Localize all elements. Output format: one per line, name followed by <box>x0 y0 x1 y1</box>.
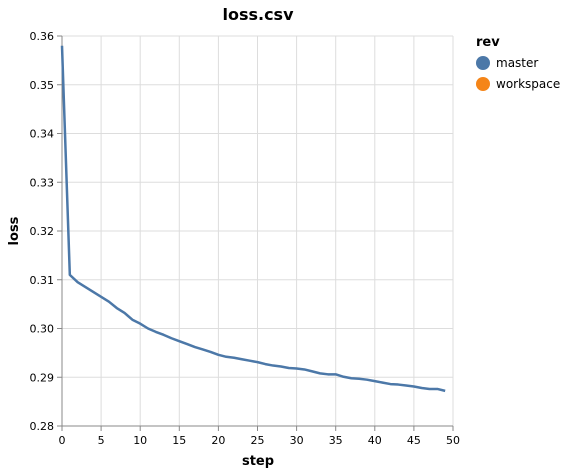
y-axis-title: loss <box>7 216 22 245</box>
y-tick-label: 0.35 <box>30 79 55 92</box>
series-line-master <box>60 45 446 393</box>
y-tick-label: 0.28 <box>30 420 55 433</box>
x-tick-label: 40 <box>368 434 382 447</box>
axes: 0.28 0.29 0.30 0.31 0.32 0.33 0.34 0.35 0.36 0 5 10… <box>30 30 461 447</box>
legend-label-workspace: workspace <box>496 77 560 91</box>
x-tick-label: 20 <box>211 434 225 447</box>
legend-title: rev <box>476 35 500 50</box>
series-layer <box>60 45 446 393</box>
legend: rev master workspace <box>476 35 560 91</box>
y-tick-label: 0.30 <box>30 323 55 336</box>
legend-swatch-master <box>476 56 490 70</box>
y-tick-label: 0.34 <box>30 128 55 141</box>
grid <box>61 35 454 427</box>
x-tick-label: 5 <box>98 434 105 447</box>
x-tick-label: 10 <box>133 434 147 447</box>
x-tick-label: 0 <box>59 434 66 447</box>
y-tick-label: 0.31 <box>30 274 55 287</box>
x-tick-label: 45 <box>407 434 421 447</box>
x-tick-label: 15 <box>172 434 186 447</box>
y-tick-label: 0.29 <box>30 371 55 384</box>
legend-swatch-workspace <box>476 77 490 91</box>
x-axis-title: step <box>242 454 274 469</box>
x-tick-label: 25 <box>251 434 265 447</box>
y-tick-label: 0.32 <box>30 225 55 238</box>
y-tick-label: 0.33 <box>30 176 55 189</box>
chart-title: loss.csv <box>222 5 294 24</box>
x-tick-label: 35 <box>329 434 343 447</box>
legend-label-master: master <box>496 56 538 70</box>
y-tick-label: 0.36 <box>30 30 55 43</box>
x-tick-label: 50 <box>446 434 460 447</box>
x-tick-label: 30 <box>290 434 304 447</box>
